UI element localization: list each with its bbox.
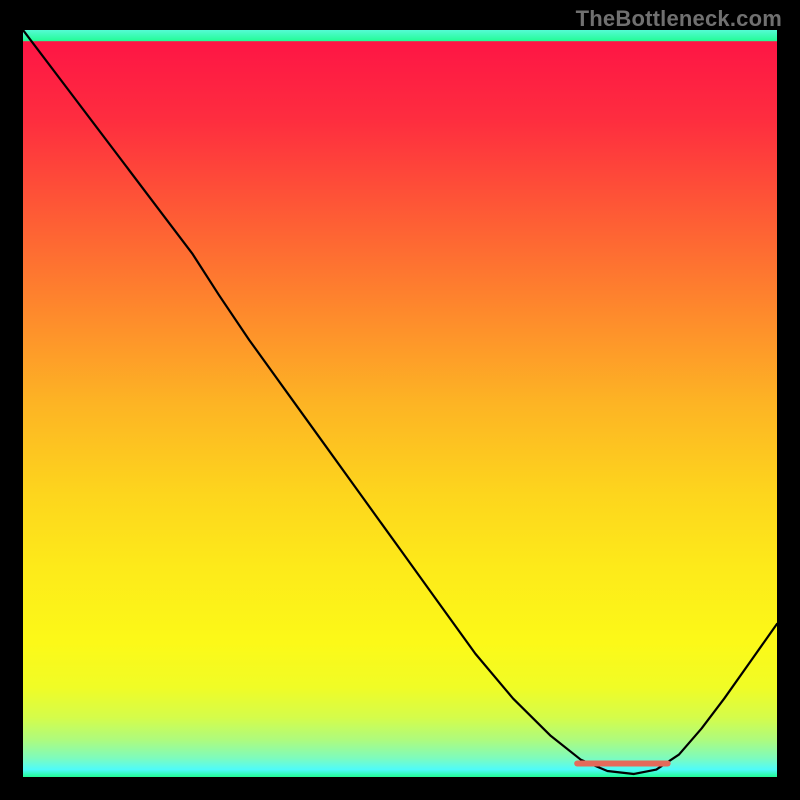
- green-band: [23, 30, 777, 41]
- watermark-text: TheBottleneck.com: [576, 6, 782, 32]
- bottleneck-chart: [23, 30, 777, 777]
- gradient-background: [23, 30, 777, 777]
